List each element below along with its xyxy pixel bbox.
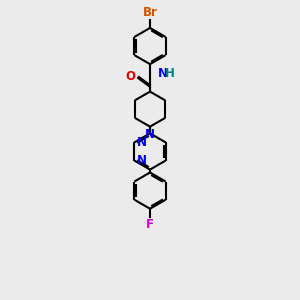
Text: N: N [137,136,147,149]
Text: Br: Br [142,6,158,19]
Text: N: N [158,67,168,80]
Text: O: O [125,70,135,83]
Text: F: F [146,218,154,231]
Text: N: N [145,128,155,141]
Text: N: N [137,154,147,167]
Text: H: H [165,67,175,80]
